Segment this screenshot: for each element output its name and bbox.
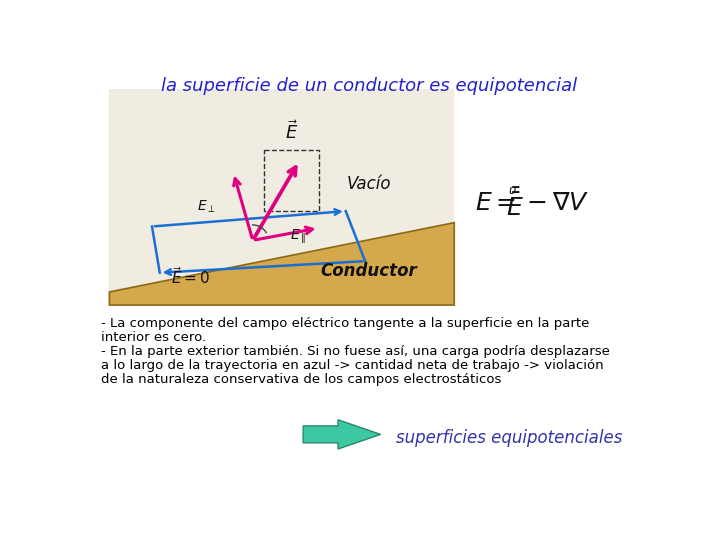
Text: superficies equipotenciales: superficies equipotenciales <box>396 429 623 447</box>
Polygon shape <box>109 222 454 305</box>
Text: $\vec{E}=0$: $\vec{E}=0$ <box>171 266 210 287</box>
Text: a lo largo de la trayectoria en azul -> cantidad neta de trabajo -> violación: a lo largo de la trayectoria en azul -> … <box>101 359 603 372</box>
Bar <box>264 150 319 211</box>
Text: Vacío: Vacío <box>347 175 391 193</box>
Text: Conductor: Conductor <box>320 262 418 280</box>
Text: la superficie de un conductor es equipotencial: la superficie de un conductor es equipot… <box>161 77 577 95</box>
Text: de la naturaleza conservativa de los campos electrostáticos: de la naturaleza conservativa de los cam… <box>101 373 501 386</box>
Text: - La componente del campo eléctrico tangente a la superficie en la parte: - La componente del campo eléctrico tang… <box>101 318 589 330</box>
Polygon shape <box>303 420 381 449</box>
Text: interior es cero.: interior es cero. <box>101 331 206 344</box>
Bar <box>109 90 454 305</box>
Text: $\bar{\bar{E}}$: $\bar{\bar{E}}$ <box>506 189 523 221</box>
Polygon shape <box>109 90 454 305</box>
Text: $E_\perp$: $E_\perp$ <box>197 198 216 215</box>
Text: $E_\parallel$: $E_\parallel$ <box>289 228 306 246</box>
Text: $E = -\nabla V$: $E = -\nabla V$ <box>474 192 589 215</box>
Text: $\upsilon$: $\upsilon$ <box>508 184 517 197</box>
Text: - En la parte exterior también. Si no fuese así, una carga podría desplazarse: - En la parte exterior también. Si no fu… <box>101 345 610 358</box>
Text: $\vec{E}$: $\vec{E}$ <box>285 120 298 143</box>
